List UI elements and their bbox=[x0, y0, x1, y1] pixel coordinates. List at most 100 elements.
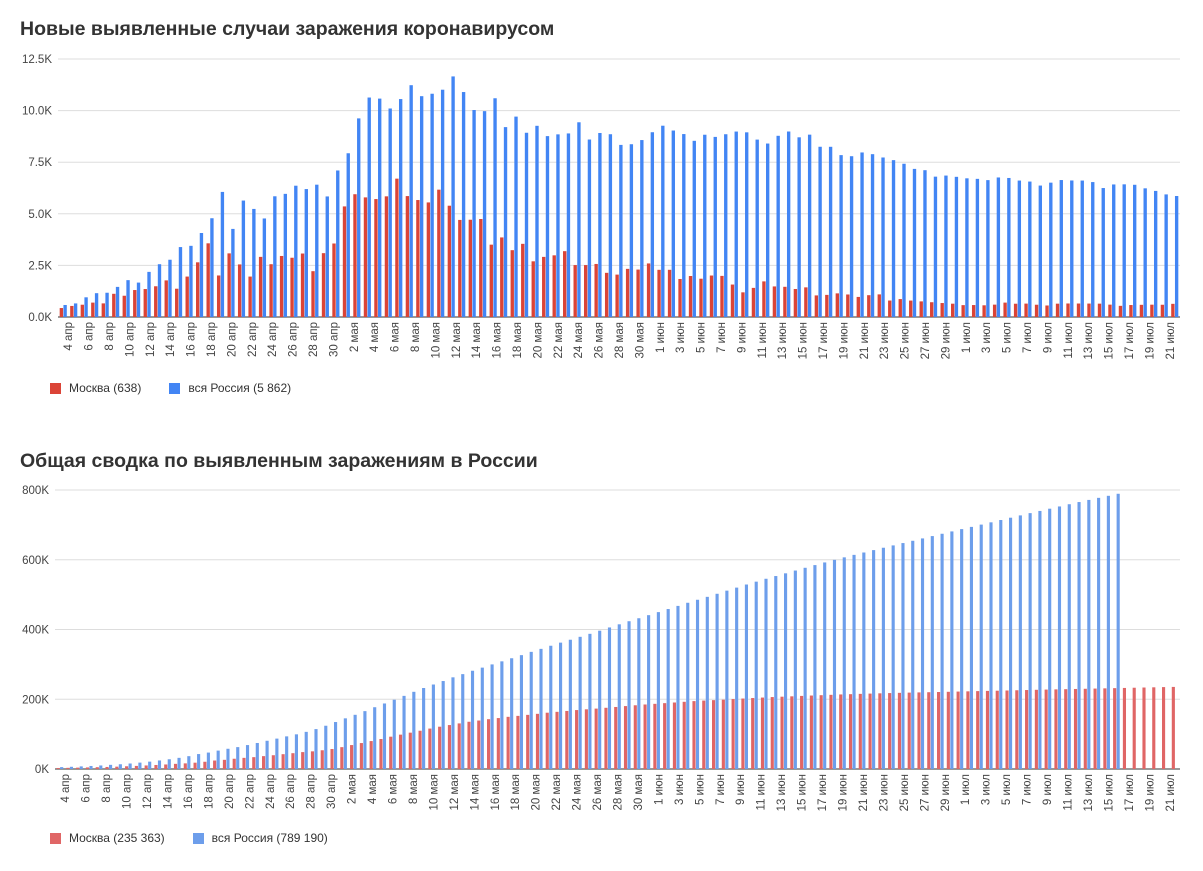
bar bbox=[559, 642, 563, 769]
x-tick-label: 22 мая bbox=[553, 322, 565, 359]
bar bbox=[695, 599, 700, 769]
bar bbox=[692, 140, 696, 317]
bar bbox=[898, 299, 902, 317]
bar bbox=[751, 287, 756, 317]
bar bbox=[461, 92, 466, 317]
chart-title: Новые выявленные случаи заражения корона… bbox=[20, 18, 555, 40]
x-tick-label: 29 июн bbox=[940, 322, 952, 359]
x-tick-label: 20 апр bbox=[226, 322, 238, 357]
bar bbox=[69, 766, 73, 769]
bar bbox=[839, 155, 843, 317]
x-tick-label: 1 июл bbox=[961, 322, 973, 353]
bar bbox=[269, 264, 273, 317]
bar bbox=[526, 714, 530, 769]
chart-legend: Москва (235 363) вся Россия (789 190) bbox=[50, 831, 328, 845]
bar bbox=[136, 282, 141, 317]
x-tick-label: 26 мая bbox=[592, 774, 604, 811]
x-tick-label: 24 мая bbox=[573, 322, 585, 359]
x-tick-label: 5 июн bbox=[694, 774, 706, 805]
bar bbox=[346, 153, 350, 317]
x-tick-label: 13 июн bbox=[776, 774, 788, 811]
bar bbox=[699, 278, 703, 317]
bar bbox=[461, 674, 465, 769]
bar bbox=[1106, 495, 1110, 769]
bar bbox=[115, 286, 120, 317]
bar bbox=[774, 576, 778, 769]
bar bbox=[672, 702, 676, 769]
bar bbox=[262, 756, 266, 769]
x-tick-label: 30 мая bbox=[634, 322, 646, 359]
bar bbox=[451, 76, 455, 317]
bar bbox=[703, 134, 707, 317]
x-tick-label: 20 апр bbox=[224, 774, 236, 809]
bar bbox=[294, 734, 298, 769]
bar bbox=[633, 705, 637, 769]
bar bbox=[379, 739, 383, 769]
bar bbox=[1064, 689, 1068, 769]
bar bbox=[1097, 497, 1101, 769]
bar bbox=[216, 750, 220, 769]
bar bbox=[105, 292, 109, 317]
bar bbox=[89, 765, 93, 769]
bar bbox=[1054, 689, 1058, 769]
y-tick-label: 200K bbox=[22, 694, 49, 706]
x-tick-label: 3 июл bbox=[981, 774, 993, 805]
bar bbox=[173, 763, 178, 769]
bar bbox=[1087, 499, 1091, 769]
bar bbox=[493, 98, 497, 317]
x-tick-label: 12 апр bbox=[142, 774, 154, 809]
x-tick-label: 22 апр bbox=[247, 322, 259, 357]
x-tick-label: 15 июн bbox=[798, 322, 810, 359]
bar bbox=[531, 261, 535, 317]
bar bbox=[911, 540, 915, 769]
bar bbox=[99, 765, 103, 769]
bar bbox=[479, 219, 483, 317]
bar bbox=[965, 178, 969, 317]
bar bbox=[252, 757, 256, 769]
bar bbox=[676, 605, 680, 769]
bar bbox=[241, 200, 246, 317]
bar bbox=[133, 290, 137, 317]
bar bbox=[105, 766, 109, 769]
legend-label: вся Россия (789 190) bbox=[211, 831, 328, 845]
bar bbox=[359, 743, 363, 769]
bar bbox=[682, 134, 686, 317]
bar bbox=[60, 767, 64, 769]
x-tick-label: 8 апр bbox=[101, 774, 113, 803]
bar bbox=[862, 552, 866, 769]
x-tick-label: 5 июл bbox=[1002, 322, 1014, 353]
bar bbox=[447, 725, 451, 769]
bar bbox=[807, 134, 812, 317]
x-tick-label: 28 апр bbox=[306, 774, 318, 809]
bar bbox=[917, 692, 921, 769]
bar bbox=[819, 695, 823, 769]
bar bbox=[930, 302, 934, 317]
x-tick-label: 18 апр bbox=[203, 774, 215, 809]
bar bbox=[1171, 686, 1175, 769]
y-tick-label: 2.5K bbox=[28, 260, 52, 272]
bar bbox=[919, 301, 923, 317]
x-tick-label: 11 июл bbox=[1063, 774, 1075, 811]
bar bbox=[976, 691, 980, 769]
bar bbox=[842, 557, 846, 769]
bar bbox=[556, 134, 560, 317]
bar bbox=[199, 233, 204, 317]
bar bbox=[438, 726, 442, 769]
bar bbox=[946, 691, 950, 769]
bar bbox=[290, 257, 294, 317]
bar bbox=[125, 766, 129, 769]
bar bbox=[1174, 196, 1179, 317]
bar bbox=[735, 587, 739, 769]
bar bbox=[227, 253, 231, 317]
bar bbox=[584, 709, 588, 769]
bar bbox=[275, 738, 279, 769]
bar bbox=[650, 132, 655, 317]
bar bbox=[168, 259, 172, 317]
bar bbox=[709, 275, 714, 317]
x-tick-label: 4 мая bbox=[367, 774, 379, 804]
bar bbox=[715, 593, 719, 769]
bar bbox=[332, 243, 336, 317]
bar bbox=[1038, 185, 1042, 317]
bar bbox=[388, 108, 392, 317]
y-tick-label: 12.5K bbox=[22, 54, 52, 66]
